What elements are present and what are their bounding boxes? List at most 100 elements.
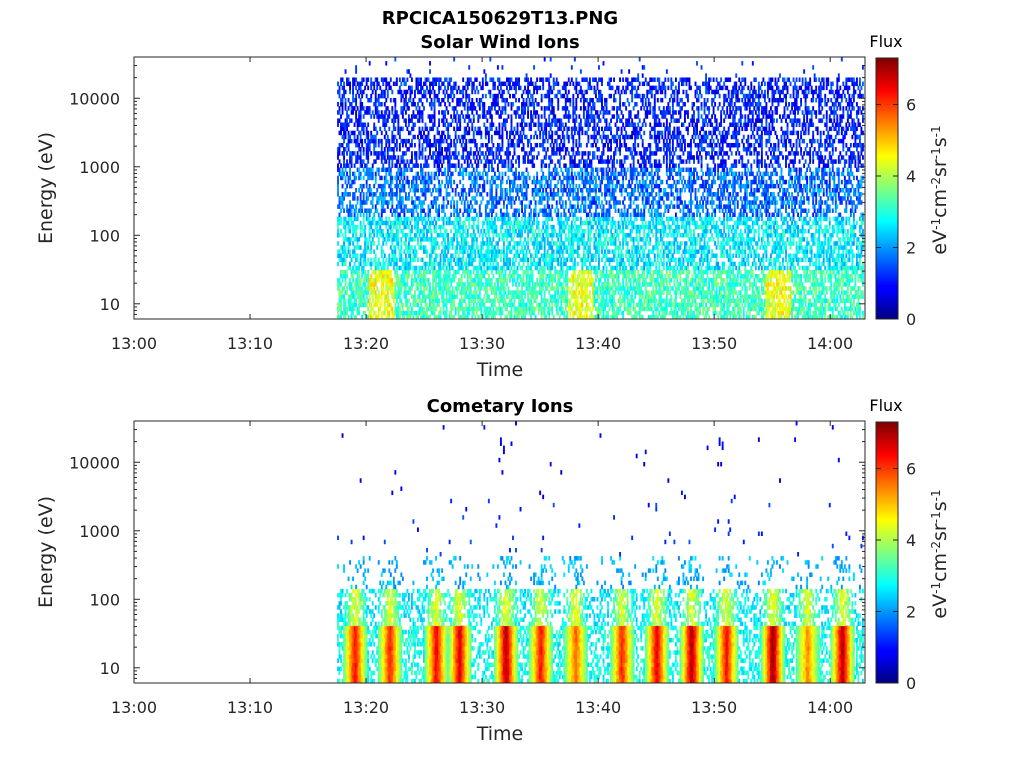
heatmap-cell [424,159,427,164]
heatmap-cell [346,306,349,312]
heatmap-cell [531,81,534,87]
heatmap-cell [383,89,386,95]
heatmap-cell [380,204,383,209]
heatmap-cell [376,245,379,250]
heatmap-cell [471,224,474,230]
heatmap-cell [442,306,445,312]
heatmap-cell [401,257,404,263]
heatmap-cell [424,224,427,230]
heatmap-cell [481,196,484,201]
heatmap-cell [397,290,400,295]
heatmap-cell [469,249,472,254]
heatmap-cell [454,208,457,213]
heatmap-cell [432,85,434,91]
heatmap-cell [445,245,448,250]
heatmap-cell [359,286,362,291]
heatmap-cell [546,237,549,242]
heatmap-cell [392,257,395,263]
heatmap-cell [459,278,462,283]
heatmap-cell [518,310,520,316]
heatmap-cell [453,110,456,115]
heatmap-cell [370,93,373,99]
heatmap-cell [495,228,498,234]
heatmap-cell [486,212,489,218]
heatmap-cell [453,155,456,160]
heatmap-cell [404,204,407,209]
heatmap-cell [407,261,410,267]
heatmap-cell [391,228,394,234]
heatmap-cell [391,89,394,95]
heatmap-cell [442,171,445,177]
heatmap-cell [392,237,395,242]
heatmap-cell [450,89,453,95]
heatmap-cell [406,69,409,74]
heatmap-cell [353,216,356,222]
heatmap-cell [356,106,359,111]
heatmap-cell [483,310,486,316]
heatmap-cell [506,237,508,242]
heatmap-cell [340,81,342,87]
heatmap-cell [462,286,465,291]
heatmap-cell [359,253,362,258]
heatmap-cell [507,290,510,295]
heatmap-cell [480,175,483,181]
heatmap-cell [472,265,475,271]
heatmap-cell [519,249,522,254]
heatmap-cell [403,290,406,295]
heatmap-cell [353,302,356,308]
heatmap-cell [367,273,370,279]
heatmap-cell [361,224,364,230]
heatmap-cell [432,114,434,119]
heatmap-cell [346,208,349,213]
heatmap-cell [533,245,536,250]
heatmap-cell [432,126,434,132]
heatmap-cell [441,290,444,295]
heatmap-cell [400,196,403,201]
heatmap-cell [349,216,352,222]
heatmap-cell [501,138,504,144]
heatmap-cell [346,110,349,115]
heatmap-cell [487,147,490,152]
heatmap-cell [519,138,522,144]
heatmap-cell [406,290,409,295]
heatmap-cell [504,196,507,201]
heatmap-cell [515,257,517,263]
heatmap-cell [478,298,481,304]
heatmap-cell [426,179,428,185]
heatmap-cell [344,175,347,181]
heatmap-cell [340,130,342,136]
heatmap-cell [545,257,548,263]
heatmap-cell [522,147,525,152]
heatmap-cell [386,233,389,238]
heatmap-cell [413,273,416,279]
heatmap-cell [504,118,507,123]
heatmap-cell [373,278,376,283]
heatmap-cell [391,241,394,246]
heatmap-cell [344,179,347,185]
heatmap-cell [537,310,540,316]
heatmap-cell [358,167,361,173]
heatmap-cell [337,302,339,308]
heatmap-cell [525,196,528,201]
heatmap-cell [338,196,341,201]
heatmap-cell [403,220,406,226]
heatmap-cell [382,265,385,271]
heatmap-cell [444,212,447,218]
heatmap-cell [382,310,385,316]
heatmap-cell [415,163,418,168]
heatmap-cell [557,298,560,304]
heatmap-cell [413,192,416,197]
heatmap-cell [454,261,457,267]
heatmap-cell [400,208,403,213]
heatmap-cell [447,233,450,238]
heatmap-cell [521,310,523,316]
heatmap-cell [367,245,370,250]
heatmap-cell [502,261,505,267]
heatmap-cell [502,106,505,111]
heatmap-cell [403,102,406,107]
heatmap-cell [380,310,383,316]
heatmap-cell [373,192,376,197]
heatmap-cell [429,220,431,226]
heatmap-cell [373,142,376,148]
heatmap-cell [356,212,359,218]
